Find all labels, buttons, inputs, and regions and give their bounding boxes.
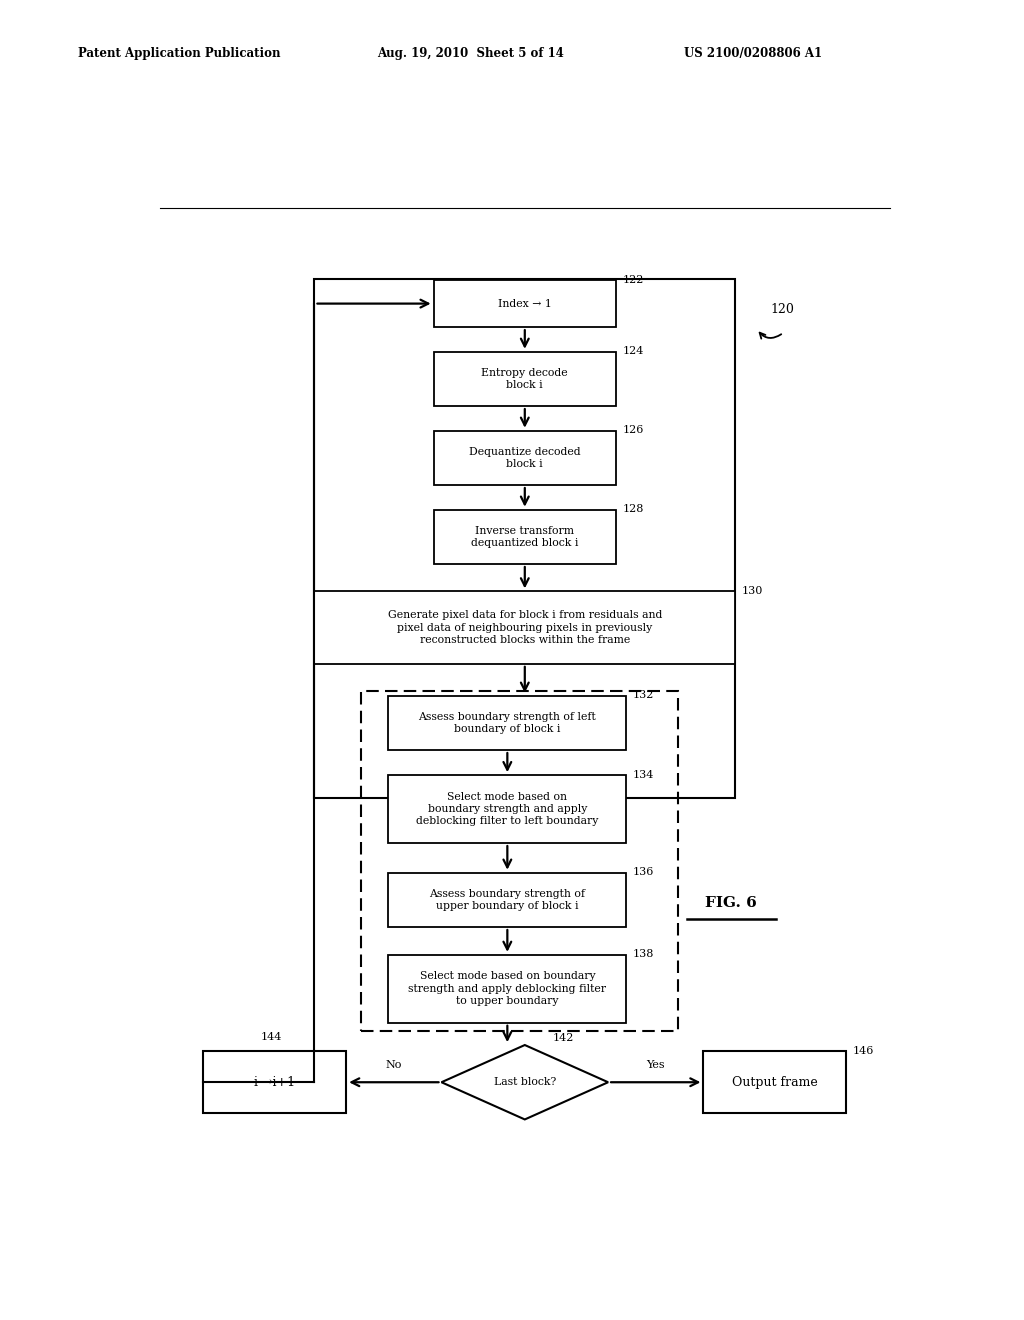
Text: US 2100/0208806 A1: US 2100/0208806 A1 (684, 46, 822, 59)
Text: 138: 138 (633, 949, 654, 960)
Text: Dequantize decoded
block i: Dequantize decoded block i (469, 446, 581, 469)
FancyBboxPatch shape (433, 430, 616, 486)
Text: 130: 130 (741, 586, 763, 595)
Text: Output frame: Output frame (732, 1076, 817, 1089)
Text: Index → 1: Index → 1 (498, 298, 552, 309)
Text: No: No (386, 1060, 402, 1071)
Text: i →i+1: i →i+1 (254, 1076, 295, 1089)
Text: Inverse transform
dequantized block i: Inverse transform dequantized block i (471, 525, 579, 548)
FancyBboxPatch shape (388, 775, 627, 843)
Text: Generate pixel data for block i from residuals and
pixel data of neighbouring pi: Generate pixel data for block i from res… (388, 610, 662, 645)
Text: 126: 126 (623, 425, 644, 436)
Text: 122: 122 (623, 275, 644, 285)
Text: 144: 144 (260, 1032, 282, 1043)
FancyBboxPatch shape (204, 1051, 346, 1113)
Text: Patent Application Publication: Patent Application Publication (78, 46, 281, 59)
Text: 124: 124 (623, 346, 644, 356)
Text: 146: 146 (853, 1045, 873, 1056)
FancyBboxPatch shape (433, 351, 616, 407)
Text: 136: 136 (633, 867, 654, 878)
FancyBboxPatch shape (388, 954, 627, 1023)
Text: 128: 128 (623, 504, 644, 515)
Text: Assess boundary strength of left
boundary of block i: Assess boundary strength of left boundar… (419, 711, 596, 734)
FancyBboxPatch shape (433, 510, 616, 564)
FancyBboxPatch shape (314, 591, 735, 664)
Text: FIG. 6: FIG. 6 (706, 895, 757, 909)
Text: 132: 132 (633, 690, 654, 700)
Text: Aug. 19, 2010  Sheet 5 of 14: Aug. 19, 2010 Sheet 5 of 14 (377, 46, 563, 59)
Text: Assess boundary strength of
upper boundary of block i: Assess boundary strength of upper bounda… (429, 888, 586, 911)
Text: Last block?: Last block? (494, 1077, 556, 1088)
Polygon shape (441, 1045, 608, 1119)
FancyBboxPatch shape (388, 873, 627, 927)
Text: 142: 142 (553, 1034, 573, 1043)
FancyBboxPatch shape (433, 280, 616, 327)
Text: Select mode based on
boundary strength and apply
deblocking filter to left bound: Select mode based on boundary strength a… (416, 792, 599, 826)
FancyBboxPatch shape (388, 696, 627, 750)
Text: Yes: Yes (646, 1060, 665, 1071)
Text: 120: 120 (771, 302, 795, 315)
Text: 134: 134 (633, 770, 654, 780)
Text: Entropy decode
block i: Entropy decode block i (481, 368, 568, 391)
Text: Select mode based on boundary
strength and apply deblocking filter
to upper boun: Select mode based on boundary strength a… (409, 972, 606, 1006)
FancyBboxPatch shape (703, 1051, 846, 1113)
